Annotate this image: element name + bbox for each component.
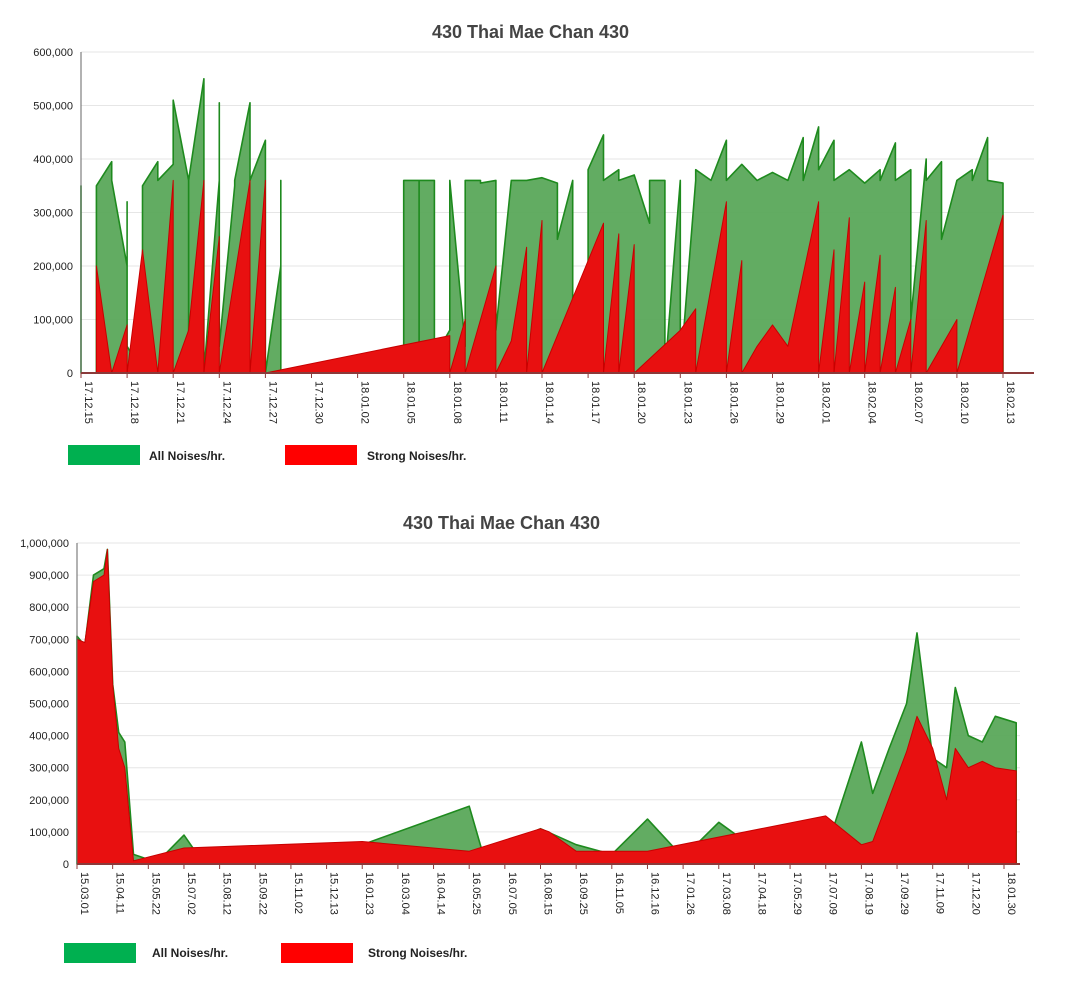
x-tick-label: 17.12.30 (313, 381, 325, 424)
y-tick-label: 900,000 (29, 570, 69, 582)
y-tick-label: 500,000 (33, 101, 73, 113)
series-strong-noises-area (76, 548, 1017, 865)
y-tick-label: 700,000 (29, 634, 69, 646)
y-tick-label: 200,000 (33, 261, 73, 273)
x-tick-label: 16.11.05 (613, 872, 625, 914)
x-tick-label: 16.12.16 (648, 872, 660, 915)
x-tick-label: 16.04.14 (435, 872, 447, 915)
x-tick-label: 16.05.25 (470, 872, 482, 915)
legend-label-strong-noises-2: Strong Noises/hr. (368, 946, 468, 960)
x-tick-label: 15.11.02 (292, 872, 304, 914)
legend-label-all-noises-2: All Noises/hr. (152, 946, 229, 960)
x-tick-label: 17.12.15 (82, 381, 94, 424)
legend-swatch-strong-noises (285, 445, 357, 465)
x-tick-label: 15.12.13 (328, 872, 340, 915)
x-tick-label: 17.07.09 (827, 872, 839, 915)
y-tick-label: 300,000 (33, 208, 73, 220)
x-tick-label: 18.02.10 (958, 381, 970, 424)
legend-swatch-all-noises-2 (64, 943, 136, 963)
x-tick-label: 17.12.18 (128, 381, 140, 424)
x-tick-label: 18.01.05 (405, 381, 417, 424)
y-tick-label: 500,000 (29, 699, 69, 711)
x-tick-label: 17.08.19 (862, 872, 874, 915)
x-tick-label: 18.01.20 (635, 381, 647, 424)
x-tick-label: 17.12.24 (220, 381, 232, 424)
x-tick-label: 18.02.01 (820, 381, 832, 424)
y-tick-label: 600,000 (33, 47, 73, 59)
legend-swatch-all-noises (68, 445, 140, 465)
x-tick-label: 18.01.23 (681, 381, 693, 424)
x-tick-label: 18.01.26 (727, 381, 739, 424)
x-tick-label: 18.01.11 (497, 381, 509, 423)
x-tick-label: 15.04.11 (114, 872, 126, 914)
y-tick-label: 0 (67, 368, 73, 380)
y-tick-label: 800,000 (29, 602, 69, 614)
x-tick-label: 16.03.04 (399, 872, 411, 915)
x-tick-label: 18.01.02 (359, 381, 371, 424)
x-tick-label: 15.05.22 (149, 872, 161, 915)
chart-1-title: 430 Thai Mae Chan 430 (431, 22, 630, 42)
x-tick-label: 18.01.14 (543, 381, 555, 424)
x-tick-label: 17.09.29 (898, 872, 910, 915)
x-tick-label: 18.02.04 (866, 381, 878, 424)
y-tick-label: 400,000 (29, 731, 69, 743)
x-tick-label: 15.08.12 (221, 872, 233, 915)
x-tick-label: 18.02.07 (912, 381, 924, 424)
y-tick-label: 0 (63, 859, 69, 871)
x-tick-label: 16.08.15 (542, 872, 554, 915)
legend-label-all-noises: All Noises/hr. (149, 449, 226, 463)
y-tick-label: 600,000 (29, 666, 69, 678)
x-tick-label: 18.01.08 (451, 381, 463, 424)
legend-swatch-strong-noises-2 (281, 943, 353, 963)
x-tick-label: 16.09.25 (577, 872, 589, 915)
x-tick-label: 18.01.29 (774, 381, 786, 424)
y-tick-label: 100,000 (33, 315, 73, 327)
x-tick-label: 15.09.22 (256, 872, 268, 915)
x-tick-label: 18.02.13 (1004, 381, 1016, 424)
x-tick-label: 18.01.30 (1005, 872, 1017, 915)
y-tick-label: 200,000 (29, 795, 69, 807)
x-tick-label: 15.03.01 (78, 872, 90, 915)
series-all-noises-area (76, 548, 1017, 865)
y-tick-label: 100,000 (29, 827, 69, 839)
legend-label-strong-noises: Strong Noises/hr. (367, 449, 467, 463)
x-tick-label: 18.01.17 (589, 381, 601, 424)
x-tick-label: 17.12.27 (266, 381, 278, 424)
x-tick-label: 17.11.09 (934, 872, 946, 914)
chart-2-title: 430 Thai Mae Chan 430 (402, 513, 601, 533)
x-tick-label: 16.01.23 (363, 872, 375, 915)
series-strong-noises-area (95, 179, 1004, 374)
y-tick-label: 400,000 (33, 154, 73, 166)
x-tick-label: 17.05.29 (791, 872, 803, 915)
chart-1-plot: 0 100,000 200,000 300,000 400,000 500,000 600,… (33, 47, 1034, 424)
y-tick-label: 1,000,000 (20, 538, 69, 550)
x-tick-label: 17.12.20 (969, 872, 981, 915)
x-tick-label: 17.03.08 (720, 872, 732, 915)
x-tick-label: 15.07.02 (185, 872, 197, 915)
x-tick-label: 17.04.18 (755, 872, 767, 915)
y-tick-label: 300,000 (29, 763, 69, 775)
x-tick-label: 17.12.21 (174, 381, 186, 424)
x-tick-label: 16.07.05 (506, 872, 518, 915)
x-tick-label: 17.01.26 (684, 872, 696, 915)
